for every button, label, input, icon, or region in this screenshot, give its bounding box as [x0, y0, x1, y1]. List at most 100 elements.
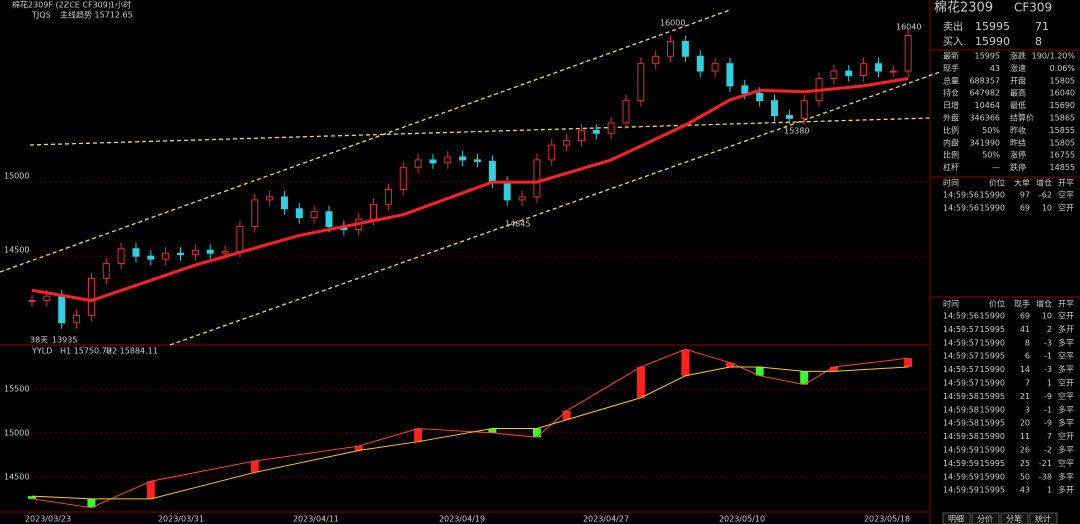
quote-label: 买入 [943, 36, 963, 48]
quote-label: 内盘 [943, 137, 959, 147]
table-cell: 15995 [980, 419, 1005, 428]
table-cell: 10 [1042, 204, 1052, 213]
histogram-bar [904, 358, 913, 367]
table-cell: 14:59:58 [943, 392, 979, 401]
main-trend: 主线趋势 15712.65 [60, 10, 133, 20]
table-cell: 69 [1020, 312, 1030, 321]
histogram-bar [725, 362, 734, 367]
candle [87, 277, 95, 316]
quote-label: 结算价 [1010, 113, 1034, 123]
table-header: 增仓 [1036, 299, 1052, 309]
annotation: 38天 [30, 336, 48, 345]
tab[interactable] [1000, 512, 1029, 524]
table-cell: 26 [1020, 446, 1030, 455]
trend-line [29, 117, 931, 146]
date-label: 2023/04/27 [583, 515, 629, 524]
table-cell: 7 [1025, 379, 1030, 388]
candle [741, 85, 749, 94]
table-cell: 7 [1047, 432, 1052, 441]
quote-volume: 71 [1035, 20, 1049, 33]
table-cell: 空平 [1058, 391, 1074, 401]
quote-price: 15995 [975, 20, 1010, 33]
quote-value: 15865 [1050, 114, 1075, 123]
quote-label: 涨跌 [1010, 51, 1026, 61]
tab-label[interactable]: 明细 [948, 514, 964, 524]
tab-label[interactable]: 分笔 [1006, 514, 1022, 524]
histogram-bar [414, 428, 423, 442]
table-cell: 3 [1025, 405, 1030, 414]
table-cell: 15990 [980, 432, 1005, 441]
candle [830, 70, 838, 79]
table-cell: 15995 [980, 459, 1005, 468]
date-label: 2023/04/11 [293, 515, 339, 524]
annotation: 14845 [505, 220, 530, 229]
table-header: 价位 [989, 299, 1005, 309]
quote-label: 总量 [943, 75, 959, 85]
candle [622, 100, 630, 124]
candle [652, 55, 660, 65]
tab-label[interactable]: 统计 [1035, 514, 1051, 524]
annotation: 16000 [660, 19, 685, 28]
indicator-value: H2 15884.11 [106, 347, 158, 356]
quote-value: 0.06% [1050, 64, 1076, 73]
candle [681, 40, 689, 57]
indicator-value: H1 15750.72 [60, 347, 112, 356]
table-cell: 多平 [1058, 445, 1074, 455]
candle [414, 159, 422, 168]
histogram-bar [488, 428, 497, 433]
candle [889, 70, 897, 73]
y-tick-label: 15000 [4, 428, 29, 437]
table-cell: -62 [1039, 191, 1052, 200]
candle [43, 295, 51, 302]
table-cell: 1 [1047, 486, 1052, 495]
quote-label: 日增 [943, 100, 959, 110]
table-cell: 15990 [980, 365, 1005, 374]
tab[interactable] [971, 512, 1000, 524]
table-cell: -2 [1044, 446, 1052, 455]
candle [845, 70, 853, 77]
y-tick-label: 15500 [4, 384, 29, 393]
quote-label: 昨结 [1010, 137, 1026, 147]
annotation: 16040 [896, 23, 921, 32]
table-header: 现手 [1014, 299, 1030, 309]
date-label: 2023/03/23 [25, 515, 71, 524]
moving-average [31, 76, 909, 303]
candle [696, 55, 704, 72]
candle [325, 211, 333, 228]
candle [592, 129, 600, 134]
quote-label: 昨收 [1010, 125, 1026, 135]
date-label: 2023/05/18 [864, 515, 910, 524]
tab[interactable] [1029, 512, 1058, 524]
candle [221, 251, 229, 254]
table-cell: 15995 [980, 325, 1005, 334]
quote-label: 比例 [943, 125, 959, 135]
table-cell: 14:59:57 [943, 379, 979, 388]
indicator-line [31, 366, 909, 500]
table-cell: 14:59:59 [943, 472, 979, 481]
table-cell: -1 [1044, 405, 1052, 414]
tab[interactable] [942, 512, 971, 524]
table-cell: 8 [1025, 338, 1030, 347]
table-cell: 14:59:58 [943, 419, 979, 428]
candle [266, 196, 274, 201]
quote-label: 现手 [943, 63, 959, 73]
table-header: 时间 [943, 178, 959, 188]
table-cell: 14:59:59 [943, 459, 979, 468]
table-cell: 多平 [1058, 337, 1074, 347]
table-cell: 14:59:57 [943, 338, 979, 347]
table-cell: -3 [1044, 365, 1052, 374]
table-header: 开平 [1058, 300, 1074, 309]
quote-name: 棉花2309 [934, 0, 993, 16]
quote-value: 16755 [1050, 151, 1075, 160]
table-cell: 空平 [1058, 351, 1074, 361]
tab-label[interactable]: 分价 [977, 515, 993, 524]
quote-value: 15805 [1050, 76, 1075, 85]
date-label: 2023/03/31 [158, 515, 204, 524]
quote-value: 346366 [969, 114, 1000, 123]
annotation: 15380 [784, 127, 809, 136]
candle [102, 263, 110, 279]
quote-value: 50% [982, 151, 1000, 160]
table-cell: 14:59:57 [943, 352, 979, 361]
